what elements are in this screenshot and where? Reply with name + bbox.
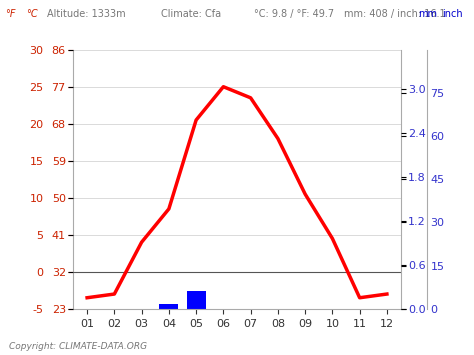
- Bar: [241, 309, 260, 326]
- Text: Climate: Cfa: Climate: Cfa: [161, 9, 221, 19]
- Bar: [187, 291, 206, 309]
- Text: °C: °C: [26, 9, 38, 19]
- Text: Altitude: 1333m: Altitude: 1333m: [47, 9, 126, 19]
- Text: °C: 9.8 / °F: 49.7: °C: 9.8 / °F: 49.7: [254, 9, 334, 19]
- Bar: [350, 309, 369, 339]
- Text: inch: inch: [442, 9, 463, 19]
- Bar: [105, 309, 124, 340]
- Bar: [214, 309, 233, 316]
- Bar: [159, 304, 178, 309]
- Bar: [78, 309, 97, 349]
- Text: °F: °F: [5, 9, 15, 19]
- Bar: [296, 309, 315, 333]
- Text: mm: mm: [418, 9, 437, 19]
- Bar: [132, 309, 151, 324]
- Bar: [268, 309, 287, 337]
- Text: mm: 408 / inch: 16.1: mm: 408 / inch: 16.1: [344, 9, 445, 19]
- Bar: [377, 309, 396, 343]
- Text: Copyright: CLIMATE-DATA.ORG: Copyright: CLIMATE-DATA.ORG: [9, 343, 147, 351]
- Bar: [323, 309, 342, 324]
